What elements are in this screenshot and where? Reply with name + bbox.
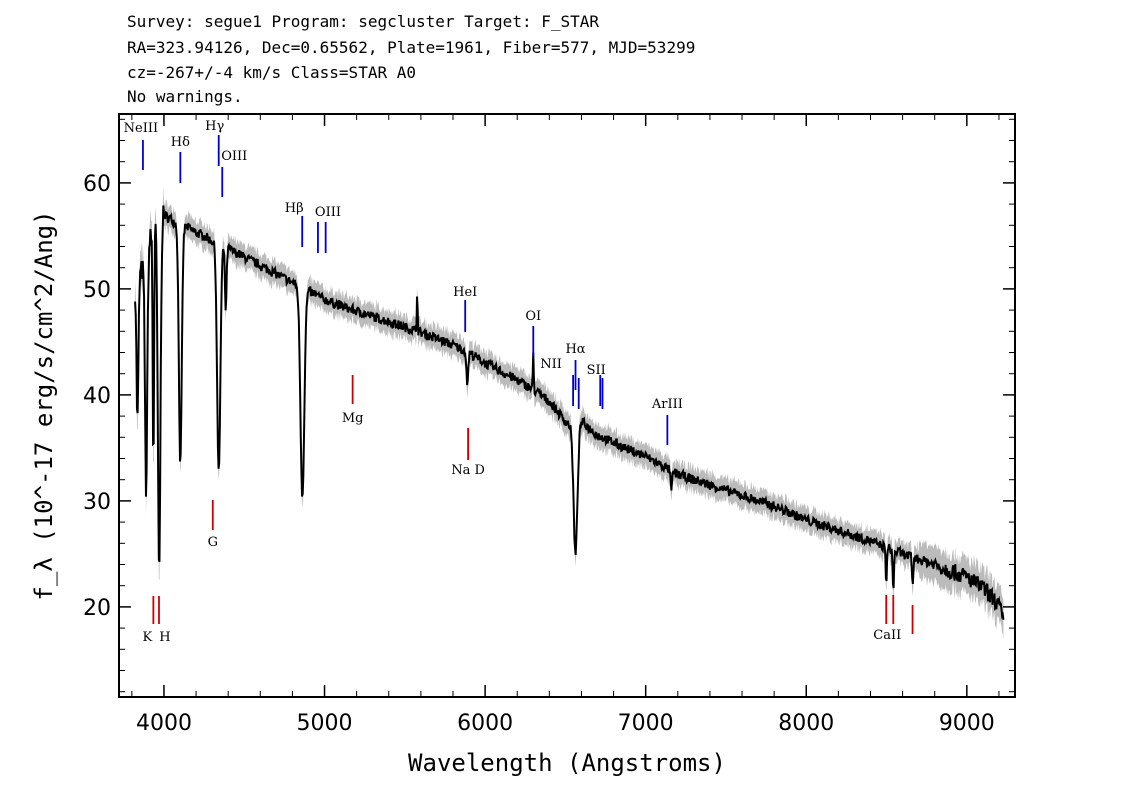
x-tick-label: 8000 bbox=[778, 711, 834, 736]
x-tick-label: 4000 bbox=[136, 711, 192, 736]
line-label: G bbox=[208, 535, 218, 550]
y-tick-label: 50 bbox=[83, 278, 111, 303]
y-axis-title: f_λ (10^-17 erg/s/cm^2/Ang) bbox=[30, 210, 58, 600]
line-label: OIII bbox=[315, 205, 341, 220]
line-label: Hβ bbox=[285, 201, 304, 216]
line-label: Hα bbox=[565, 342, 585, 357]
spectrum-line bbox=[134, 205, 1005, 620]
line-label: ArIII bbox=[651, 397, 683, 412]
line-label: Mg bbox=[342, 411, 364, 426]
plot-frame bbox=[118, 113, 1016, 698]
x-tick-label: 5000 bbox=[297, 711, 353, 736]
x-tick-label: 6000 bbox=[457, 711, 513, 736]
line-label: OI bbox=[525, 309, 541, 324]
line-label: Hγ bbox=[205, 119, 224, 134]
y-tick-label: 40 bbox=[83, 384, 111, 409]
error-band bbox=[135, 186, 1004, 640]
header-survey: Survey: segue1 Program: segcluster Targe… bbox=[127, 12, 600, 31]
header-coordinates: RA=323.94126, Dec=0.65562, Plate=1961, F… bbox=[127, 38, 696, 57]
line-label: NeIII bbox=[124, 121, 158, 136]
x-tick-label: 7000 bbox=[618, 711, 674, 736]
line-label: SII bbox=[587, 363, 606, 378]
header-redshift: cz=-267+/-4 km/s Class=STAR A0 bbox=[127, 63, 416, 82]
y-tick-label: 60 bbox=[83, 172, 111, 197]
y-tick-label: 30 bbox=[83, 490, 111, 515]
y-tick-label: 20 bbox=[83, 596, 111, 621]
line-label: OIII bbox=[221, 149, 247, 164]
x-axis-title: Wavelength (Angstroms) bbox=[408, 749, 726, 777]
line-label: K bbox=[143, 630, 153, 645]
line-label: HeI bbox=[453, 285, 477, 300]
line-label: H bbox=[159, 630, 170, 645]
line-label: Na D bbox=[451, 463, 485, 478]
line-label: NII bbox=[540, 357, 562, 372]
line-label: Hδ bbox=[171, 135, 190, 150]
header-warnings: No warnings. bbox=[127, 87, 243, 106]
line-label: CaII bbox=[873, 628, 901, 643]
x-tick-label: 9000 bbox=[939, 711, 995, 736]
